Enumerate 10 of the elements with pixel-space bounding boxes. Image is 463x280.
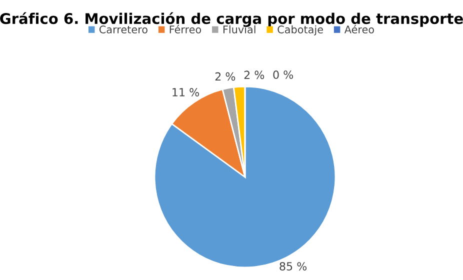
text: 0 % bbox=[273, 70, 294, 79]
data-label: 11 % bbox=[172, 88, 199, 96]
legend-label: Fluvial bbox=[223, 25, 256, 34]
legend-label: Férreo bbox=[170, 24, 202, 34]
data-label: 2 % bbox=[244, 70, 264, 80]
legend-label: Carretero bbox=[99, 26, 148, 34]
legend-label: Cabotaje bbox=[278, 25, 323, 36]
legend-label: Aéreo bbox=[344, 24, 374, 34]
data-label: 85 % bbox=[280, 262, 307, 271]
data-label: 2 % bbox=[215, 72, 236, 81]
